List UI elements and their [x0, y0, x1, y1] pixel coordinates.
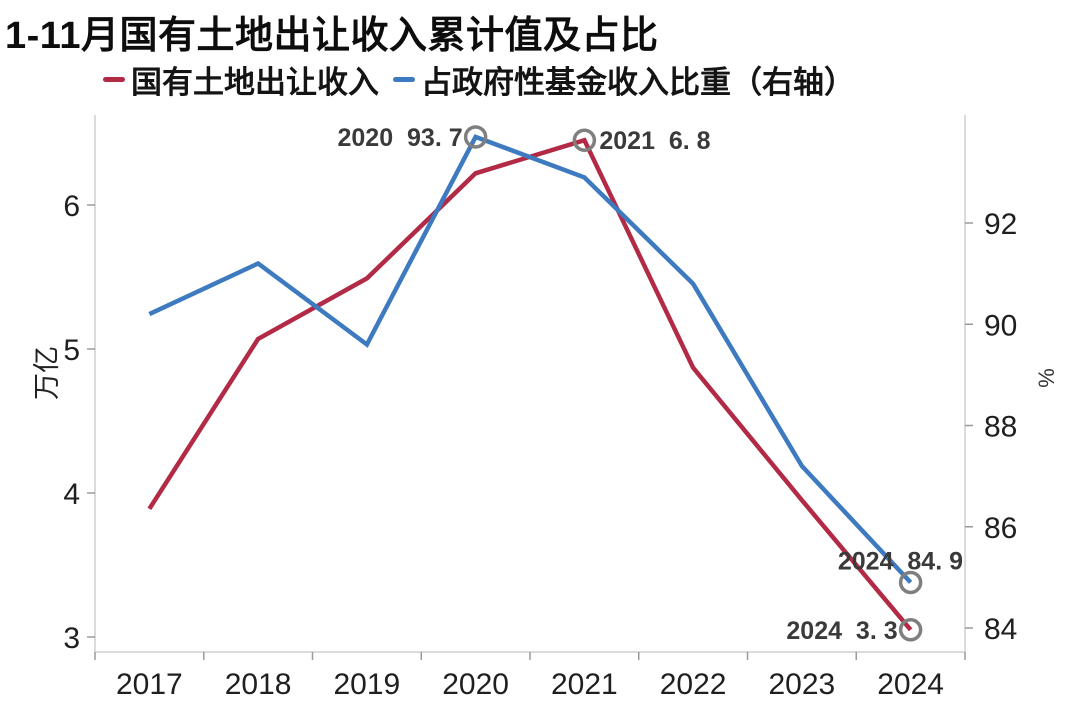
x-axis-year-label: 2017	[116, 668, 183, 701]
x-axis-year-label: 2019	[334, 668, 401, 701]
left-axis-tick-label: 3	[63, 622, 80, 655]
legend-label-revenue: 国有土地出让收入	[131, 65, 379, 100]
x-axis-year-label: 2024	[877, 668, 944, 701]
chart-legend: 国有土地出让收入 占政府性基金收入比重（右轴）	[103, 57, 855, 102]
x-axis-year-label: 2018	[225, 668, 292, 701]
x-axis-year-label: 2022	[660, 668, 727, 701]
annotation-label: 2021 6. 8	[599, 127, 710, 155]
share-swatch-icon	[393, 77, 415, 82]
left-axis-tick-label: 6	[63, 190, 80, 223]
annotation-label: 2024 3. 3	[786, 617, 897, 645]
x-axis-year-label: 2023	[769, 668, 836, 701]
annotation-ring-icon	[898, 570, 923, 595]
right-axis-tick-label: 86	[984, 512, 1017, 545]
legend-item-share: 占政府性基金收入比重（右轴）	[393, 57, 855, 102]
annotation-label: 2024 84. 9	[838, 547, 963, 575]
left-axis-tick-label: 4	[63, 478, 80, 511]
left-axis-tick-label: 5	[63, 334, 80, 367]
annotation-label: 2020 93. 7	[338, 124, 463, 152]
annotation-ring-icon	[898, 618, 923, 642]
right-axis-title: %	[1034, 368, 1059, 388]
right-axis-tick-label: 84	[984, 613, 1017, 646]
share-line	[148, 134, 913, 584]
annotation-ring-icon	[572, 128, 597, 152]
left-axis-title: 万亿	[32, 346, 62, 400]
x-axis-year-label: 2021	[551, 668, 618, 701]
revenue-swatch-icon	[103, 77, 125, 82]
legend-item-revenue: 国有土地出让收入	[103, 57, 379, 102]
legend-label-share: 占政府性基金收入比重（右轴）	[421, 65, 855, 100]
right-axis-tick-label: 92	[984, 208, 1017, 241]
right-axis-tick-label: 88	[984, 411, 1017, 444]
revenue-line	[147, 137, 913, 632]
chart-title: 1-11月国有土地出让收入累计值及占比	[5, 15, 659, 57]
right-axis-tick-label: 90	[984, 309, 1017, 342]
annotation-ring-icon	[463, 125, 488, 149]
x-axis-year-label: 2020	[442, 668, 509, 701]
